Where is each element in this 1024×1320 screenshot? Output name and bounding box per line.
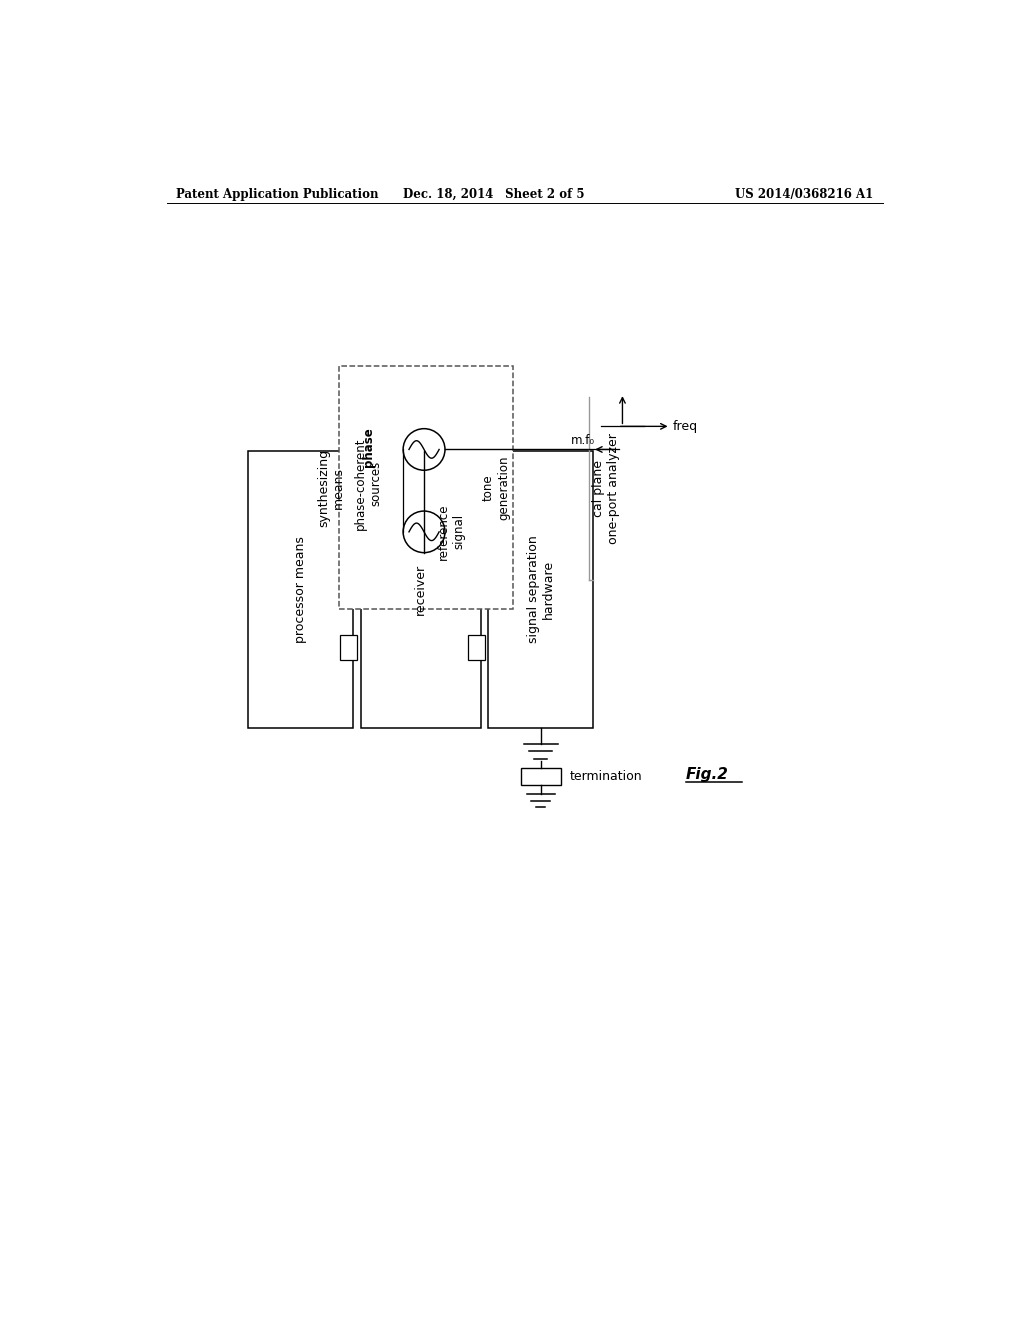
Text: Fig.2: Fig.2 [686,767,729,781]
Text: m.f₀: m.f₀ [571,434,595,447]
Text: cal plane
one-port analyzer: cal plane one-port analyzer [592,433,621,544]
Text: US 2014/0368216 A1: US 2014/0368216 A1 [735,187,873,201]
FancyBboxPatch shape [360,451,480,729]
Text: phase-coherent
sources: phase-coherent sources [354,437,382,529]
Text: processor means: processor means [294,536,307,643]
FancyBboxPatch shape [339,367,513,609]
Text: tone
generation: tone generation [482,455,510,520]
Text: reference
signal: reference signal [437,504,465,560]
Text: Dec. 18, 2014  Sheet 2 of 5: Dec. 18, 2014 Sheet 2 of 5 [403,187,585,201]
FancyBboxPatch shape [340,635,357,660]
FancyBboxPatch shape [520,768,561,785]
FancyBboxPatch shape [468,635,485,660]
Text: Patent Application Publication: Patent Application Publication [176,187,379,201]
Text: signal separation
hardware: signal separation hardware [526,536,555,643]
Text: phase: phase [361,428,375,467]
Text: receiver: receiver [414,564,427,615]
Text: synthesizing
means: synthesizing means [317,449,345,527]
FancyBboxPatch shape [340,492,357,517]
Text: freq: freq [673,420,698,433]
FancyBboxPatch shape [248,451,352,729]
FancyBboxPatch shape [488,451,593,729]
Text: termination: termination [570,770,643,783]
FancyBboxPatch shape [468,492,485,517]
